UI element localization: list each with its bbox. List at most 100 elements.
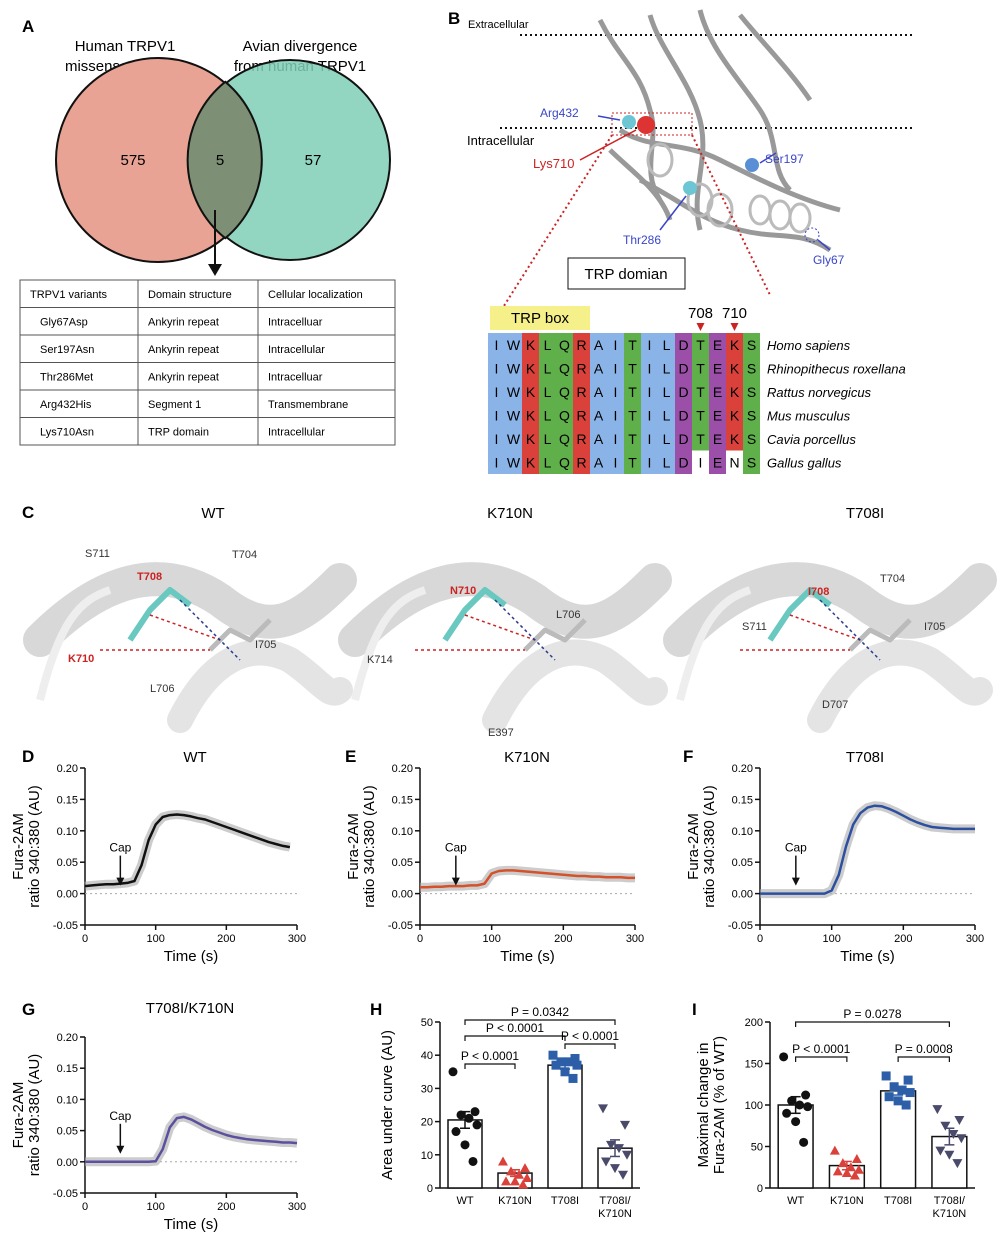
residue-cell [692, 380, 709, 404]
residue-letter: L [663, 337, 671, 353]
residue-letter: Q [559, 361, 570, 377]
residue-cell [590, 380, 607, 404]
panel-label: E [345, 747, 356, 766]
residue-letter: L [663, 408, 671, 424]
residue-letter: N [729, 455, 739, 471]
residue-cell [692, 427, 709, 451]
residue-cell [590, 450, 607, 474]
y-tick-label: 0 [427, 1183, 433, 1195]
structure-closeups: WT S711 T708 T704 I705 K710 L706 K710N N710 L706 K… [23, 505, 997, 739]
annotation: Cap [445, 841, 467, 855]
residue-cell [556, 380, 573, 404]
y-tick-label: 20 [421, 1117, 433, 1129]
y-tick-label: 200 [745, 1017, 763, 1029]
y-tick-label: 0.00 [392, 889, 413, 901]
residue-letter: R [576, 431, 586, 447]
residue-label: Gly67 [813, 253, 845, 267]
residue-cell [590, 427, 607, 451]
p-value: P = 0.0342 [511, 1005, 569, 1019]
residue-letter: Q [559, 408, 570, 424]
residue-sphere [622, 115, 636, 129]
x-tick-label: K710N [830, 1195, 864, 1207]
residue-cell [607, 450, 624, 474]
residue-cell [726, 333, 743, 357]
point [622, 1150, 632, 1160]
residue-letter: I [495, 384, 499, 400]
residue-letter: S [747, 337, 756, 353]
y-tick-label: 0.15 [732, 794, 753, 806]
arrow-head [208, 264, 222, 276]
residue-cell [709, 403, 726, 427]
point [520, 1163, 530, 1173]
residue-cell [539, 356, 556, 380]
residue-cell [658, 450, 675, 474]
residue-letter: S [747, 431, 756, 447]
residue-letter: R [576, 408, 586, 424]
zoom-line [489, 134, 613, 329]
residue-cell [675, 333, 692, 357]
residue-letter: D [678, 337, 688, 353]
table-cell: Intracelluar [268, 372, 323, 384]
residue-cell [726, 356, 743, 380]
residue-letter: I [648, 408, 652, 424]
x-tick-label: 200 [894, 933, 912, 945]
x-tick-label: T708I/K710N [598, 1195, 632, 1220]
line [760, 804, 975, 895]
residue-letter: R [576, 337, 586, 353]
residue-cell [573, 380, 590, 404]
table-cell: Intracellular [268, 427, 325, 439]
residue-letter: K [730, 337, 740, 353]
residue-letter: I [614, 361, 618, 377]
residue-cell [556, 403, 573, 427]
residue-letter: R [576, 455, 586, 471]
y-tick-label: -0.05 [728, 920, 753, 932]
residue-cell [556, 356, 573, 380]
table-cell: Ankyrin repeat [148, 344, 219, 356]
y-tick-label: 0.15 [392, 794, 413, 806]
table-cell: Segment 1 [148, 399, 201, 411]
table-cell: Intracellular [268, 344, 325, 356]
annotation-arrowhead [791, 877, 800, 886]
species-name: Rattus norvegicus [767, 385, 872, 400]
residue-label: L706 [150, 683, 174, 695]
table-header: TRPV1 variants [30, 289, 108, 301]
loop [676, 586, 752, 701]
x-tick-label: 300 [288, 1201, 306, 1213]
position-marker [696, 323, 705, 331]
residue-letter: D [678, 361, 688, 377]
residue-sphere [745, 158, 759, 172]
residue-cell [726, 380, 743, 404]
point [468, 1156, 478, 1166]
residue-label: Lys710 [533, 156, 574, 171]
residue-letter: D [678, 455, 688, 471]
species-name: Homo sapiens [767, 338, 851, 353]
variant-table: TRPV1 variants Domain structure Cellular l… [19, 279, 396, 446]
residue-label: N710 [450, 585, 476, 597]
y-tick-label: 50 [751, 1142, 763, 1154]
residue-cell [522, 333, 539, 357]
significance-bracket [464, 1063, 516, 1069]
x-tick-label: 300 [288, 933, 306, 945]
residue-letter: L [663, 431, 671, 447]
species-name: Mus musculus [767, 409, 851, 424]
residue-letter: T [696, 431, 705, 447]
y-tick-label: 0.10 [57, 1094, 78, 1106]
residue-cell [522, 427, 539, 451]
residue-cell [743, 450, 760, 474]
panel-label: A [22, 17, 34, 36]
residue-label: S711 [85, 548, 110, 560]
residue-cell [675, 380, 692, 404]
residue-letter: T [628, 431, 637, 447]
trp-box-label: TRP box [511, 310, 570, 327]
x-tick-label: 0 [417, 933, 423, 945]
residue-letter: T [696, 384, 705, 400]
protein-helices [646, 142, 812, 234]
residue-letter: E [713, 337, 722, 353]
residue-cell [692, 333, 709, 357]
table-cell: Intracelluar [268, 317, 323, 329]
residue-cell [675, 427, 692, 451]
point [829, 1145, 840, 1155]
line [84, 813, 291, 888]
residue-cell [624, 333, 641, 357]
